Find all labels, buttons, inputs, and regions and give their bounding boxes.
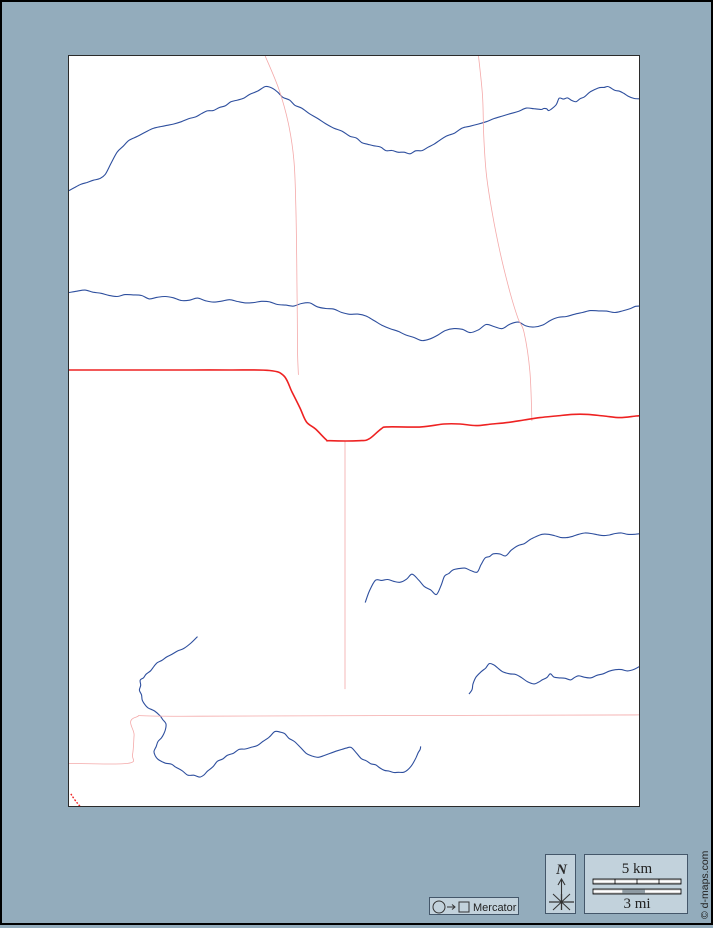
svg-text:Mercator: Mercator	[473, 902, 517, 914]
svg-text:5 km: 5 km	[622, 861, 653, 877]
svg-text:© d-maps.com: © d-maps.com	[699, 850, 711, 919]
svg-text:3 mi: 3 mi	[623, 896, 650, 912]
svg-text:N: N	[555, 862, 568, 878]
